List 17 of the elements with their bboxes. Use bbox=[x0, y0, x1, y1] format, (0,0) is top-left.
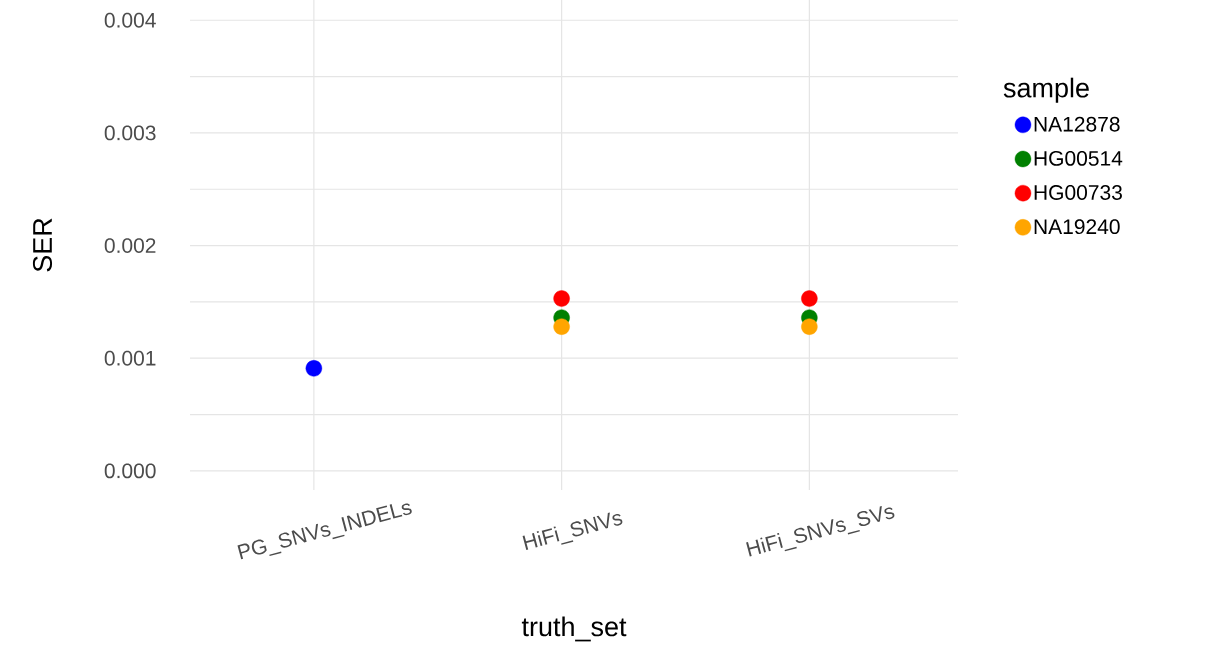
y-tick-label: 0.000 bbox=[104, 463, 156, 479]
point bbox=[305, 360, 323, 377]
legend-title: sample bbox=[1003, 77, 1089, 103]
point bbox=[801, 290, 818, 307]
legend-label: NA19240 bbox=[1034, 219, 1120, 235]
y-axis-title: SER bbox=[32, 218, 53, 272]
legend-label: HG00733 bbox=[1034, 185, 1122, 200]
point bbox=[553, 290, 570, 307]
legend-label: HG00514 bbox=[1034, 150, 1123, 166]
x-axis-title: truth_set bbox=[521, 616, 627, 642]
point bbox=[553, 318, 570, 335]
point bbox=[801, 318, 818, 335]
y-tick-label: 0.003 bbox=[104, 125, 156, 141]
y-tick-label: 0.002 bbox=[104, 238, 156, 253]
legend-label: NA12878 bbox=[1034, 116, 1120, 132]
y-tick-label: 0.001 bbox=[104, 350, 156, 366]
y-tick-label: 0.004 bbox=[104, 12, 156, 28]
